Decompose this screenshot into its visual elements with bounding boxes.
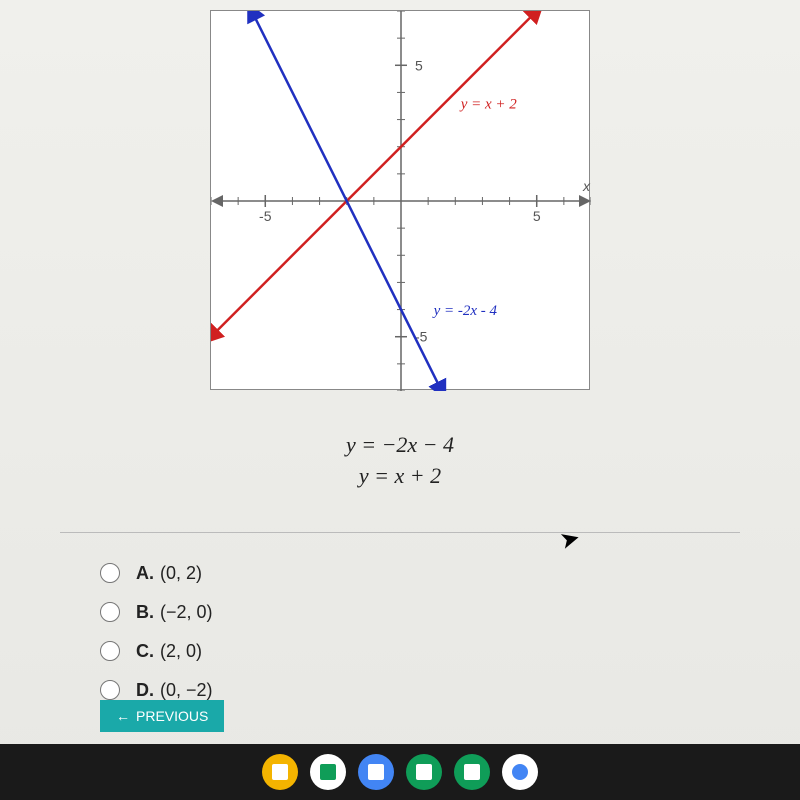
- radio-a[interactable]: [100, 563, 120, 583]
- classroom-icon-glyph: [416, 764, 432, 780]
- equation-1: y = −2x − 4: [0, 430, 800, 461]
- graph-container: -55-55xy = x + 2y = -2x - 4: [210, 10, 590, 390]
- svg-text:-5: -5: [259, 208, 272, 224]
- radio-d[interactable]: [100, 680, 120, 700]
- answer-option-d[interactable]: D. (0, −2): [100, 680, 800, 701]
- radio-c[interactable]: [100, 641, 120, 661]
- coordinate-graph: -55-55xy = x + 2y = -2x - 4: [211, 11, 591, 391]
- svg-text:y = x + 2: y = x + 2: [459, 97, 518, 113]
- svg-text:x: x: [582, 178, 591, 194]
- sheets-icon[interactable]: [454, 754, 490, 790]
- svg-text:5: 5: [415, 57, 423, 73]
- question-content: -55-55xy = x + 2y = -2x - 4 y = −2x − 4 …: [0, 0, 800, 800]
- radio-b[interactable]: [100, 602, 120, 622]
- svg-text:y = -2x - 4: y = -2x - 4: [432, 303, 498, 319]
- system-of-equations: y = −2x − 4 y = x + 2: [0, 430, 800, 492]
- taskbar: [0, 744, 800, 800]
- answer-option-a[interactable]: A. (0, 2): [100, 563, 800, 584]
- slides-icon[interactable]: [262, 754, 298, 790]
- option-letter: B.: [136, 602, 154, 623]
- option-value: (2, 0): [160, 641, 202, 662]
- arrow-left-icon: ←: [116, 708, 130, 724]
- chrome-icon[interactable]: [502, 754, 538, 790]
- option-value: (0, 2): [160, 563, 202, 584]
- docs-icon[interactable]: [358, 754, 394, 790]
- option-value: (0, −2): [160, 680, 213, 701]
- previous-button[interactable]: ← PREVIOUS: [100, 700, 224, 732]
- slides-icon-glyph: [272, 764, 288, 780]
- divider: [60, 532, 740, 533]
- previous-label: PREVIOUS: [136, 708, 208, 724]
- answer-option-b[interactable]: B. (−2, 0): [100, 602, 800, 623]
- option-value: (−2, 0): [160, 602, 213, 623]
- option-letter: A.: [136, 563, 154, 584]
- classroom-icon[interactable]: [406, 754, 442, 790]
- drive-icon[interactable]: [310, 754, 346, 790]
- answer-option-c[interactable]: C. (2, 0): [100, 641, 800, 662]
- drive-icon-glyph: [320, 764, 336, 780]
- option-letter: C.: [136, 641, 154, 662]
- option-letter: D.: [136, 680, 154, 701]
- docs-icon-glyph: [368, 764, 384, 780]
- answer-options: A. (0, 2) B. (−2, 0) C. (2, 0) D. (0, −2): [100, 563, 800, 701]
- chrome-icon-glyph: [512, 764, 528, 780]
- cursor-icon: ➤: [557, 523, 584, 556]
- svg-text:5: 5: [533, 208, 541, 224]
- equation-2: y = x + 2: [0, 461, 800, 492]
- sheets-icon-glyph: [464, 764, 480, 780]
